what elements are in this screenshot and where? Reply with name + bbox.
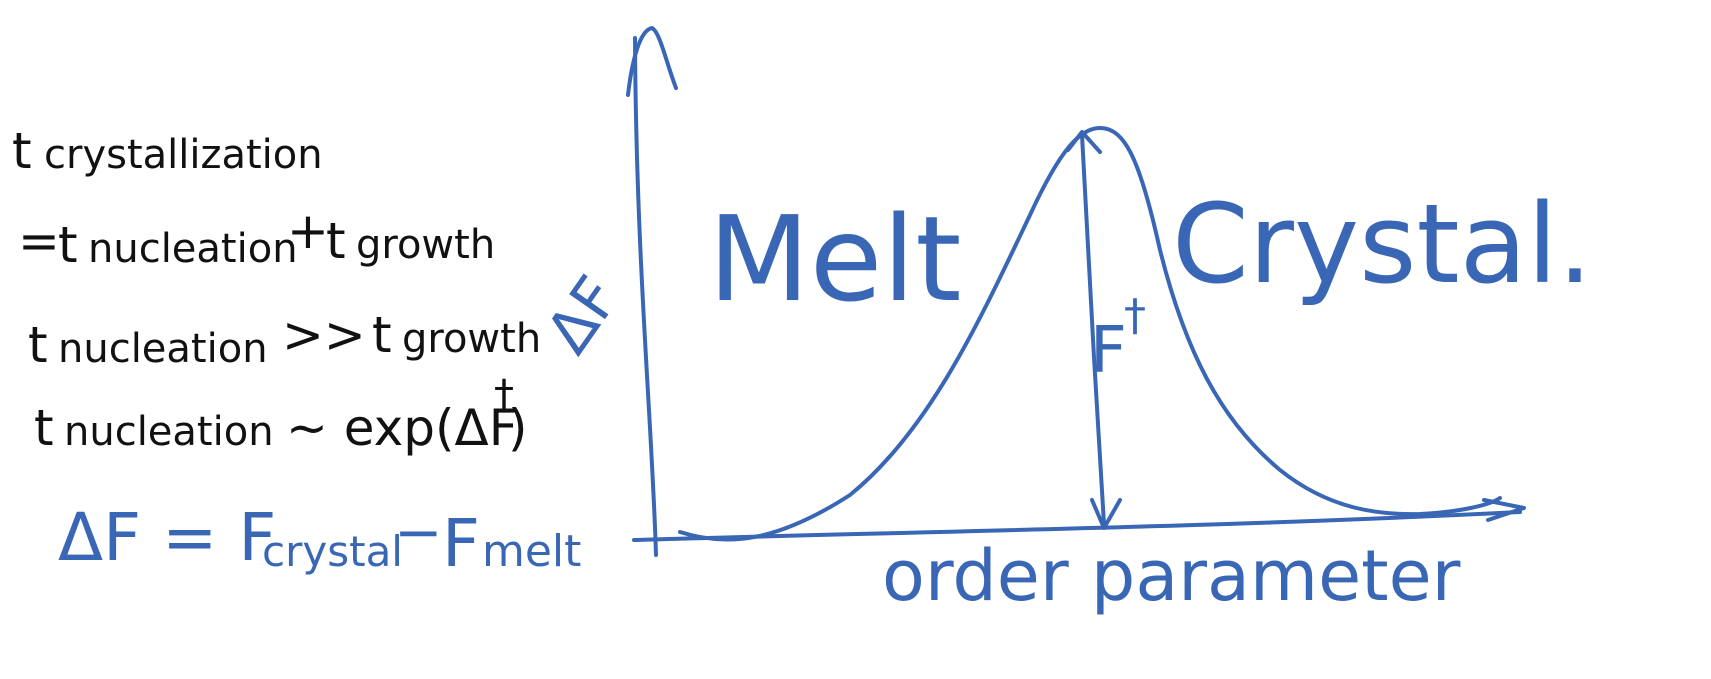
growth-subscript-1: growth xyxy=(356,222,495,268)
y-axis xyxy=(633,36,658,557)
dagger-superscript: † xyxy=(494,372,514,418)
x-axis-label: order parameter xyxy=(882,535,1461,617)
closing-paren: ) xyxy=(508,399,528,457)
t-growth-symbol-2: t xyxy=(372,306,392,364)
f-melt-symbol: F xyxy=(442,505,480,582)
barrier-arrow-bottom-head xyxy=(1090,498,1122,530)
exp-relation: ∼ exp(ΔF xyxy=(286,399,517,457)
barrier-arrow-line xyxy=(1080,133,1106,526)
growth-subscript-2: growth xyxy=(402,316,541,362)
t-crystallization-symbol: t xyxy=(12,122,32,180)
much-greater-sign: >> xyxy=(282,306,366,364)
equals-sign: = xyxy=(18,212,60,270)
t-nucleation-symbol-3: t xyxy=(34,399,54,457)
minus-sign: − xyxy=(394,498,443,566)
nucleation-subscript-1: nucleation xyxy=(88,226,298,272)
delta-f-definition: ΔF = F xyxy=(58,499,276,576)
crystallization-subscript: crystallization xyxy=(44,132,323,178)
nucleation-subscript-3: nucleation xyxy=(64,409,274,455)
barrier-superscript: † xyxy=(1124,290,1146,341)
y-axis-label: ΔF xyxy=(533,264,634,366)
barrier-label: F xyxy=(1090,314,1127,388)
crystal-label: Crystal. xyxy=(1172,180,1593,308)
free-energy-curve xyxy=(678,126,1502,542)
t-nucleation-symbol-2: t xyxy=(28,316,48,374)
melt-subscript: melt xyxy=(482,526,581,577)
t-nucleation-symbol-1: t xyxy=(58,216,78,274)
crystal-subscript: crystal xyxy=(262,527,403,576)
x-axis-arrowhead xyxy=(1482,498,1526,522)
free-energy-diagram: ΔF Melt Crystal. F † order parameter xyxy=(533,26,1593,617)
equations-block: t crystallization = t nucleation + t gro… xyxy=(12,122,581,582)
nucleation-subscript-2: nucleation xyxy=(58,326,268,372)
y-axis-arrowhead xyxy=(626,26,678,97)
plus-sign: + xyxy=(287,202,329,260)
barrier-arrow-top-head xyxy=(1066,130,1102,154)
melt-label: Melt xyxy=(708,190,961,328)
t-growth-symbol-1: t xyxy=(326,212,346,270)
